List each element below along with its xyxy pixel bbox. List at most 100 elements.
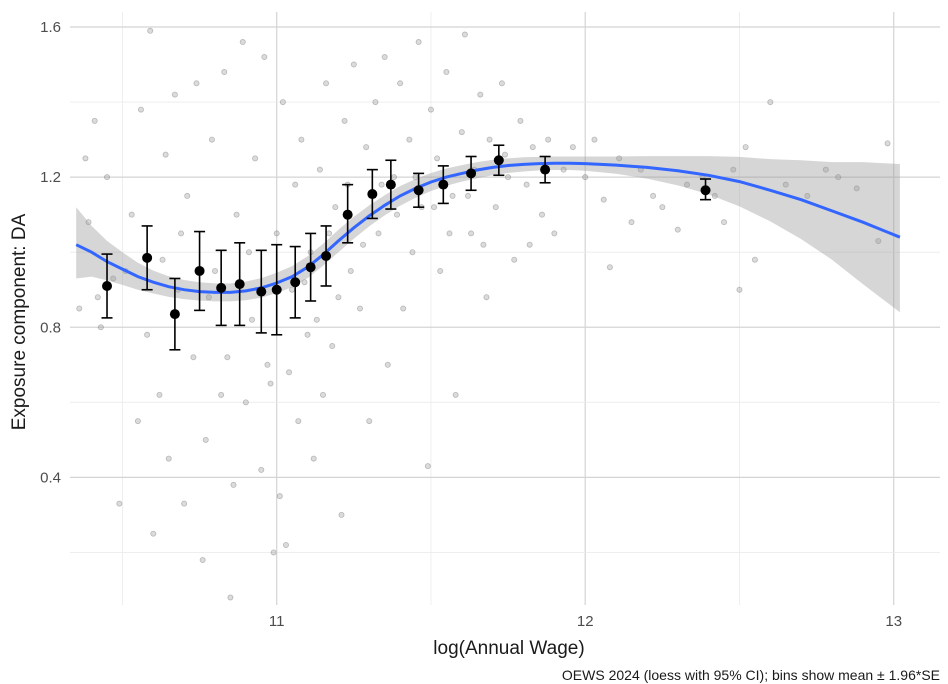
bin-group [289,245,301,319]
scatter-point [360,241,367,248]
scatter-point [347,267,354,274]
scatter-point [289,286,296,293]
bin-group [385,159,397,210]
scatter-point [245,249,252,256]
bin-group [342,183,354,244]
loess-line [75,161,901,294]
scatter-point [458,129,465,136]
bin-group [305,232,317,302]
scatter-point [875,237,882,244]
scatter-point [505,174,512,181]
bin-group [700,178,712,201]
scatter-point [116,500,123,507]
bin-mean-point [216,282,227,293]
scatter-point [498,80,505,87]
bin-group [320,225,332,287]
bin-group [101,253,113,319]
scatter-point [85,219,92,226]
scatter-point [76,305,83,312]
scatter-point [350,61,357,68]
scatter-point [310,455,317,462]
bin-mean-point [271,284,282,295]
scatter-point [218,391,225,398]
scatter-point [431,204,438,211]
scatter-point [628,219,635,226]
scatter-point [279,99,286,106]
scatter-point [375,230,382,237]
bin-mean-point [367,189,378,200]
scatter-point [529,144,536,151]
scatter-point [384,361,391,368]
scatter-point [341,117,348,124]
scatter-point [449,192,456,199]
y-tick-label: 0.8 [40,319,61,336]
scatter-point [659,204,666,211]
bin-mean-point [438,179,449,190]
x-tick-label: 11 [269,613,285,630]
scatter-point [97,324,104,331]
scatter-point [239,39,246,46]
bin-mean-point [700,185,711,196]
scatter-point [415,39,422,46]
scatter-point [332,204,339,211]
y-tick-label: 1.2 [40,169,61,186]
scatter-point [319,391,326,398]
scatter-point [721,219,728,226]
scatter-point [144,331,151,338]
bin-mean-point [234,279,245,290]
scatter-point [569,144,576,151]
scatter-point [853,185,860,192]
scatter-point [211,267,218,274]
bin-group [215,249,227,327]
scatter-point [427,106,434,113]
ci-band-layer [76,156,900,313]
scatter-point [545,136,552,143]
scatter-point [224,354,231,361]
scatter-point [94,294,101,301]
scatter-point [190,354,197,361]
bin-group [539,155,551,184]
scatter-point [378,181,385,188]
scatter-point [165,455,172,462]
scatter-point [477,91,484,98]
scatter-point [366,418,373,425]
scatter-point [338,511,345,518]
x-axis-title: log(Annual Wage) [433,638,584,659]
bin-group [493,144,505,177]
scatter-point [551,230,558,237]
bin-mean-point [413,185,424,196]
scatter-point [400,305,407,312]
bin-mean-point [540,164,551,175]
scatter-point [804,192,811,199]
bin-mean-point [142,252,153,263]
scatter-point [162,151,169,158]
bin-mean-point [321,250,332,261]
scatter-point [461,31,468,38]
scatter-point [137,106,144,113]
scatter-point [181,500,188,507]
scatter-point [616,155,623,162]
scatter-point [233,211,240,218]
bin-mean-point [290,277,301,288]
scatter-point [835,174,842,181]
scatter-point [517,117,524,124]
y-tick-label: 1.6 [40,19,61,36]
scatter-point [128,211,135,218]
scatter-point [539,211,546,218]
caption: OEWS 2024 (loess with 95% CI); bins show… [562,667,940,683]
bin-mean-point [102,280,113,291]
scatter-point [276,493,283,500]
scatter-point [316,166,323,173]
scatter-point [329,343,336,350]
scatter-point [424,463,431,470]
scatter-point [252,155,259,162]
bin-mean-point [256,286,267,297]
scatter-point [104,174,111,181]
x-tick-label: 12 [577,613,594,630]
scatter-point [468,230,475,237]
grid [70,12,940,605]
scatter-point [464,192,471,199]
scatter-point [267,380,274,387]
scatter-point [409,249,416,256]
scatter-point [600,196,607,203]
